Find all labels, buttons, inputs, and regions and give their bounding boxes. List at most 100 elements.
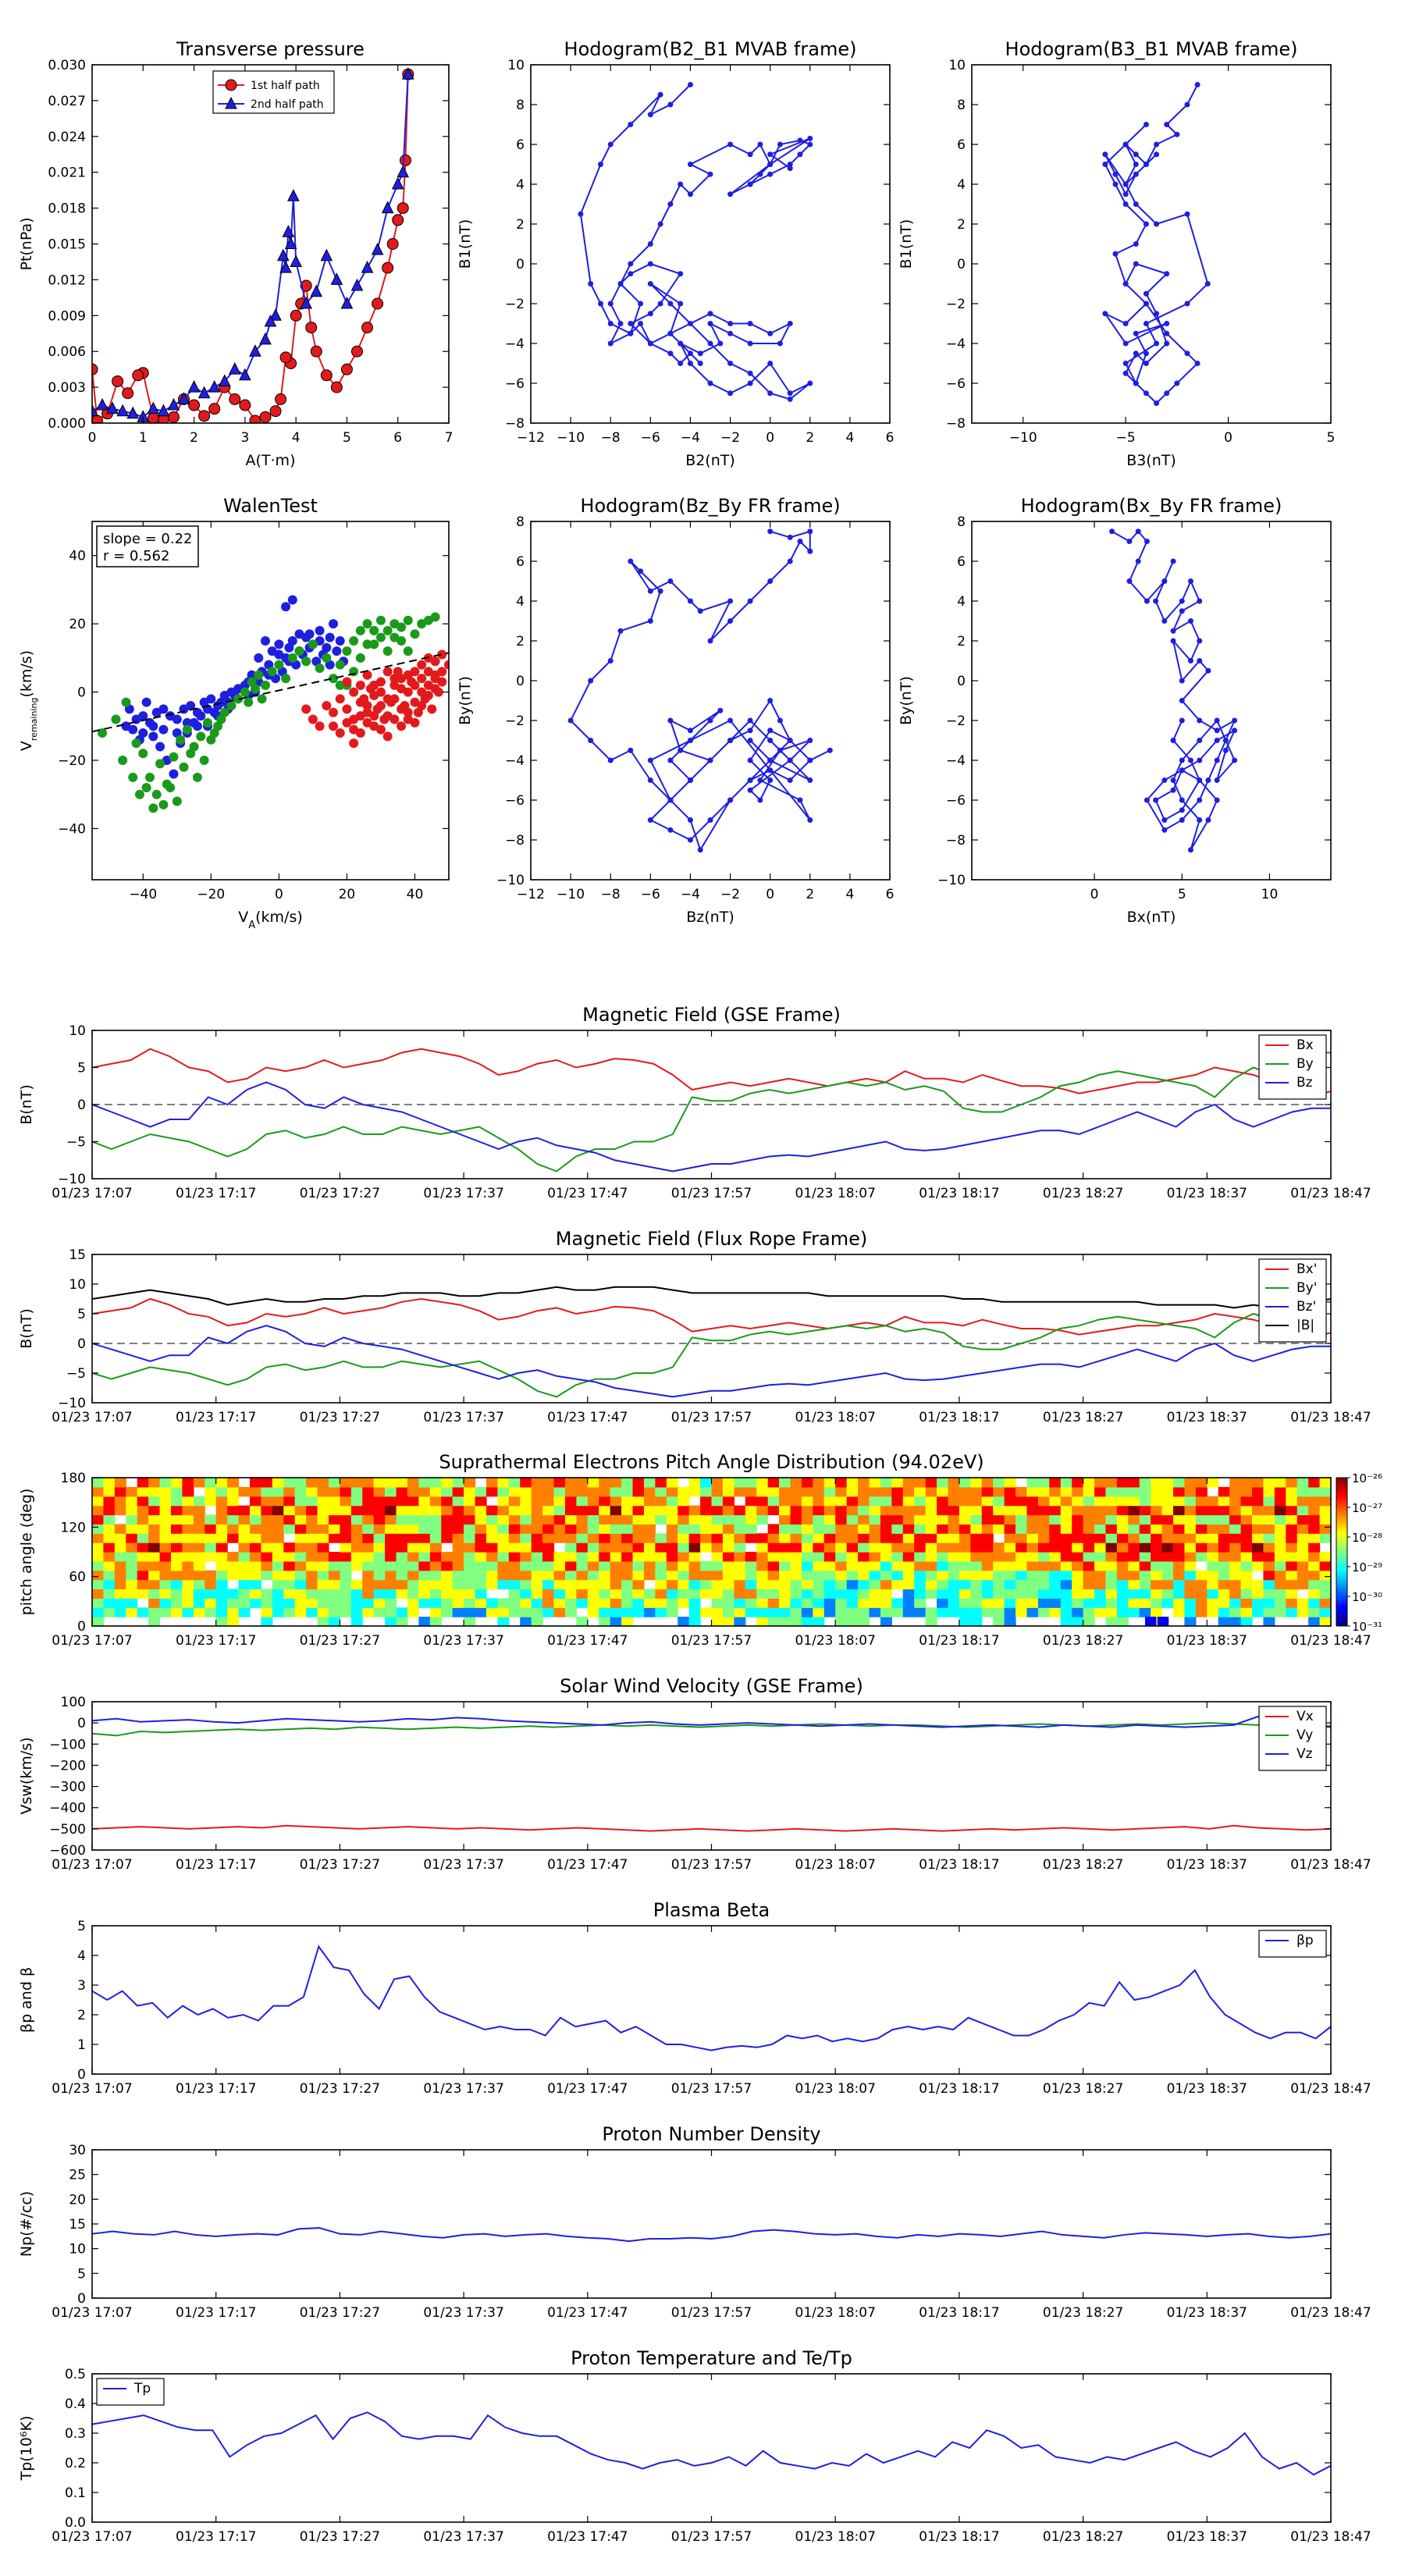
heatmap-cell	[587, 1478, 599, 1488]
data-point	[747, 370, 753, 376]
heatmap-cell	[159, 1607, 172, 1617]
data-point	[96, 397, 108, 411]
legend-label: By	[1297, 1056, 1314, 1072]
data-point	[687, 738, 693, 743]
heatmap-cell	[688, 1552, 701, 1562]
heatmap-cell	[441, 1589, 454, 1599]
heatmap-cell	[891, 1514, 904, 1525]
x-tick-label: 2	[806, 887, 814, 902]
heatmap-cell	[835, 1542, 848, 1553]
heatmap-cell	[1184, 1579, 1197, 1590]
data-point	[98, 728, 108, 738]
heatmap-cell	[170, 1524, 183, 1534]
heatmap-cell	[520, 1607, 532, 1617]
heatmap-cell	[722, 1533, 735, 1543]
heatmap-cell	[745, 1552, 757, 1562]
heatmap-cell	[1105, 1552, 1118, 1562]
heatmap-cell	[1207, 1542, 1219, 1553]
y-tick-label: 0.030	[48, 58, 86, 73]
data-point	[329, 707, 339, 717]
heatmap-cell	[722, 1589, 735, 1599]
heatmap-cell	[385, 1579, 397, 1590]
data-point	[767, 698, 774, 703]
series-bx	[92, 1297, 1331, 1339]
plot-area	[567, 528, 833, 853]
heatmap-cell	[835, 1496, 848, 1507]
heatmap-cell	[396, 1478, 408, 1488]
data-point	[199, 756, 209, 765]
heatmap-cell	[587, 1524, 599, 1534]
heatmap-cell	[1218, 1552, 1230, 1562]
heatmap-cell	[711, 1560, 724, 1571]
heatmap-cell	[475, 1505, 487, 1516]
y-axis-label: B1(nT)	[898, 219, 915, 269]
heatmap-cell	[745, 1570, 757, 1581]
y-tick-label: 5	[77, 1307, 86, 1322]
data-point	[1179, 678, 1185, 684]
heatmap-cell	[1060, 1478, 1072, 1488]
heatmap-cell	[599, 1524, 611, 1534]
x-tick-label: 01/23 18:17	[919, 1410, 999, 1425]
heatmap-cell	[193, 1505, 205, 1516]
x-tick-label: 01/23 17:27	[300, 2529, 380, 2545]
x-axis-label: VA(km/s)	[238, 909, 303, 931]
data-point	[1214, 728, 1220, 734]
heatmap-cell	[159, 1496, 172, 1507]
heatmap-cell	[858, 1617, 870, 1627]
heatmap-cell	[441, 1579, 454, 1590]
data-point	[1135, 528, 1141, 535]
data-point	[1143, 122, 1149, 127]
heatmap-cell	[1037, 1607, 1050, 1617]
data-point	[310, 345, 322, 358]
heatmap-cell	[937, 1533, 949, 1543]
data-point	[667, 101, 674, 108]
heatmap-cell	[520, 1533, 532, 1543]
heatmap-cell	[238, 1514, 251, 1525]
heatmap-cell	[531, 1533, 543, 1543]
heatmap-cell	[711, 1478, 724, 1488]
heatmap-cell	[1308, 1552, 1321, 1562]
heatmap-cell	[475, 1552, 487, 1562]
heatmap-cell	[1026, 1514, 1039, 1525]
heatmap-cell	[553, 1505, 566, 1516]
heatmap-cell	[1218, 1533, 1230, 1543]
heatmap-cell	[385, 1542, 397, 1553]
heatmap-cell	[159, 1570, 172, 1581]
heatmap-cell	[159, 1505, 172, 1516]
heatmap-cell	[993, 1579, 1005, 1590]
heatmap-cell	[1037, 1552, 1050, 1562]
heatmap-cell	[272, 1570, 284, 1581]
heatmap-cell	[1184, 1598, 1197, 1608]
data-point	[1187, 847, 1193, 853]
data-point	[1204, 281, 1211, 286]
heatmap-cell	[350, 1524, 363, 1534]
heatmap-cell	[531, 1607, 543, 1617]
heatmap-cell	[835, 1486, 848, 1497]
series-vz	[92, 1715, 1331, 1728]
heatmap-cell	[249, 1486, 262, 1497]
y-tick-label: 6	[957, 137, 966, 153]
heatmap-cell	[587, 1505, 599, 1516]
data-point	[647, 281, 653, 286]
heatmap-cell	[1263, 1496, 1275, 1507]
data-point	[697, 361, 703, 366]
heatmap-cell	[215, 1552, 228, 1562]
heatmap-cell	[1105, 1617, 1118, 1627]
heatmap-cell	[182, 1486, 194, 1497]
heatmap-cell	[1083, 1524, 1095, 1534]
data-point	[177, 392, 190, 404]
heatmap-cell	[1151, 1496, 1163, 1507]
data-point	[727, 141, 734, 148]
y-tick-label: 8	[957, 514, 966, 530]
heatmap-cell	[846, 1617, 859, 1627]
heatmap-cell	[745, 1486, 757, 1497]
x-tick-label: 01/23 17:47	[547, 2529, 628, 2545]
heatmap-cell	[587, 1589, 599, 1599]
heatmap-cell	[429, 1533, 442, 1543]
heatmap-cell	[137, 1514, 149, 1525]
data-point	[301, 656, 311, 667]
heatmap-cell	[441, 1607, 454, 1617]
y-axis-label: Vremaining(km/s)	[18, 650, 39, 751]
heatmap-cell	[249, 1542, 262, 1553]
